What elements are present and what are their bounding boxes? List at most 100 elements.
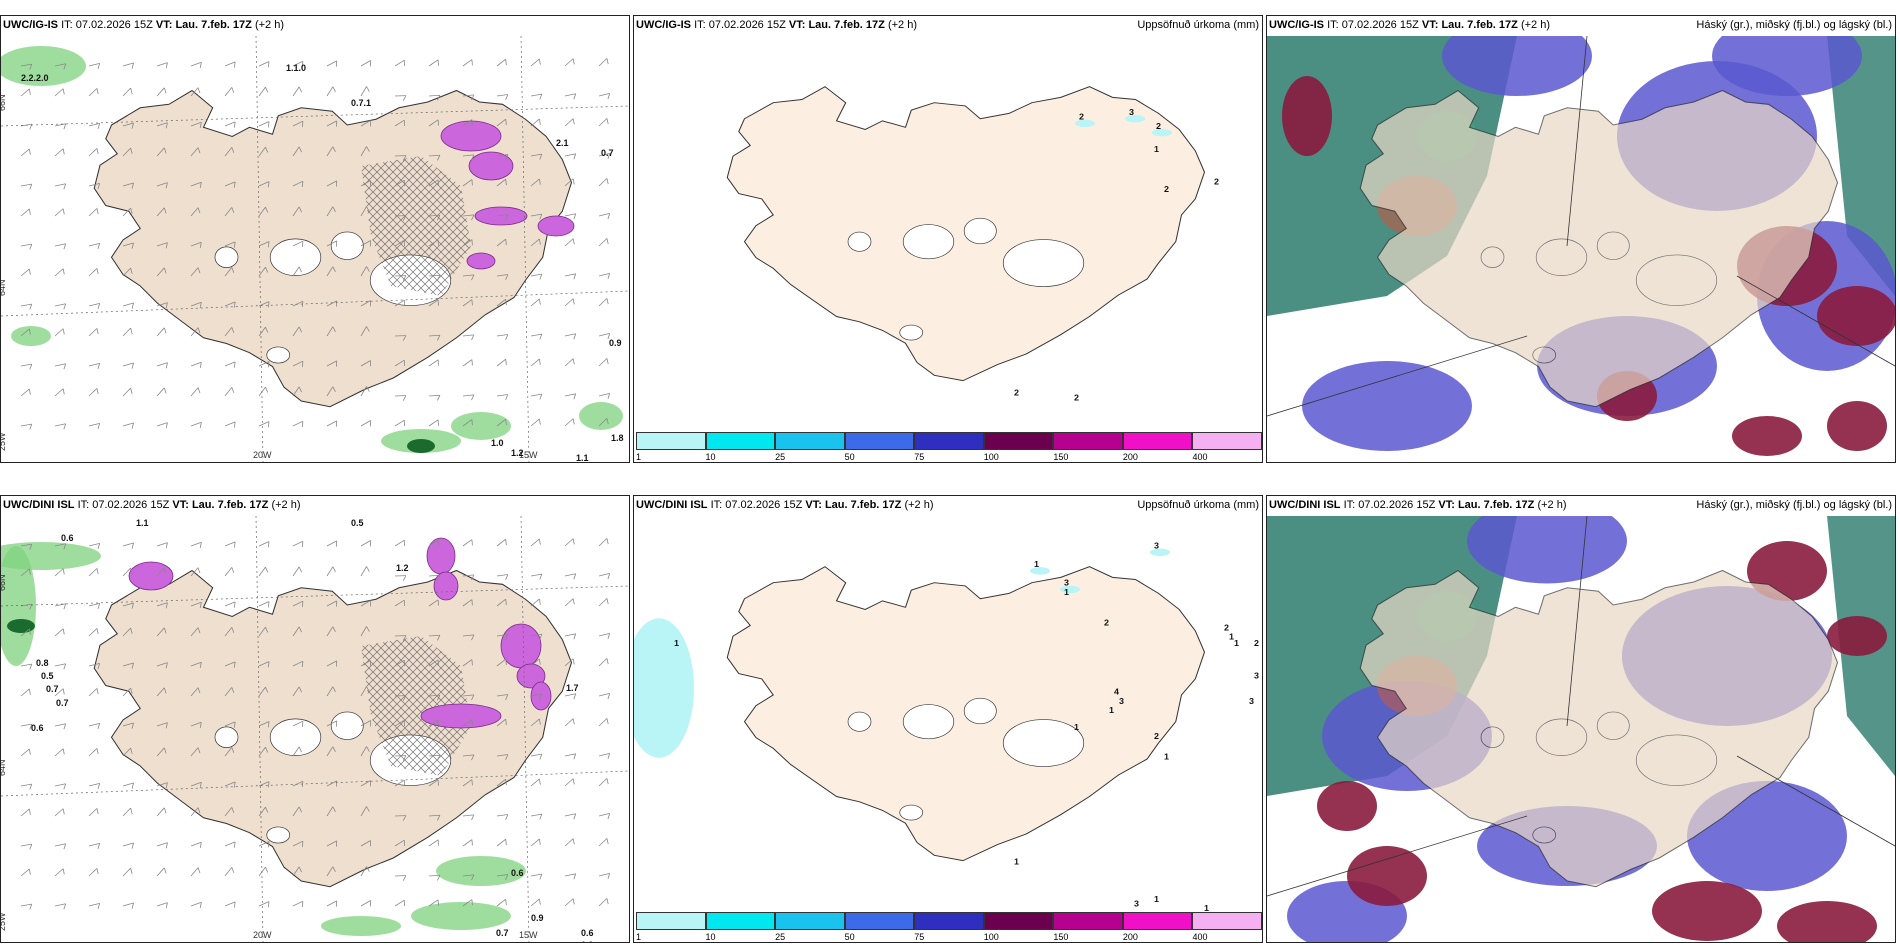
wind-value-label: 1.2 [511,448,524,458]
wind-value-label: 0.7.1 [351,98,371,108]
lon-left-label: 25W [1,912,7,931]
colorbar-swatch [914,432,984,450]
precip-value-label: 3 [1064,578,1069,588]
precip-value-label: 2 [1079,112,1084,122]
cloud-title: Háský (gr.), miðský (fj.bl.) og lágský (… [1696,19,1892,31]
precip-value-label: 2 [1154,731,1159,741]
colorbar-swatch [1122,432,1193,450]
cloud-panel-row1: UWC/IG-IS IT: 07.02.2026 15Z VT: Lau. 7.… [1266,15,1896,463]
wind-value-label: 1.2 [396,563,409,573]
colorbar-label: 100 [983,932,999,942]
wind-value-label: 1.1 [136,518,149,528]
wind-value-label: 1.8 [611,433,624,443]
colorbar-swatch [844,912,915,930]
wind-value-label: 1.1 [576,453,589,462]
wind-value-label: 0.7 [496,928,509,938]
precip-colorbar: 1 10 25 50 75 100 150 200 400 [636,432,1262,462]
wind-value-label: 0.6 [511,868,524,878]
colorbar-label: 200 [1122,452,1138,462]
precip-value-label: 1 [1154,144,1159,154]
colorbar-label: 100 [983,452,999,462]
colorbar-swatch [1192,912,1262,930]
wind-value-label: 1.1.0 [286,63,306,73]
colorbar-label: 200 [1122,932,1138,942]
wind-value-label: 0.9 [531,913,544,923]
precip-title: Uppsöfnuð úrkoma (mm) [1137,499,1259,511]
colorbar-label: 1 [636,452,642,462]
precip-value-label: 3 [1154,541,1159,551]
lon-left-label: 25W [1,432,7,451]
lat-top-label: 66N [1,574,7,591]
precip-value-label: 1 [1074,722,1079,732]
precip-value-label: 2 [1164,184,1169,194]
colorbar-swatch [914,912,984,930]
colorbar-label: 25 [775,932,786,942]
precip-value-label: 2 [1224,623,1229,633]
cloud-map [1267,516,1895,942]
colorbar-swatch [844,432,915,450]
wind-value-label: 2.1 [556,138,569,148]
precip-value-label: 1 [1014,857,1019,867]
panel-title: UWC/DINI ISL IT: 07.02.2026 15Z VT: Lau.… [636,499,934,511]
lat-mid-label: 64N [1,759,7,776]
colorbar-label: 400 [1192,452,1208,462]
colorbar-swatch [1053,912,1123,930]
wind-value-label: 1.0 [491,438,504,448]
panel-title: UWC/DINI ISL IT: 07.02.2026 15Z VT: Lau.… [3,499,301,511]
precip-value-label: 2 [1156,121,1161,131]
colorbar-label: 75 [914,452,925,462]
precip-value-label: 3 [1254,671,1259,681]
wind-value-label: 0.5 [41,671,54,681]
panel-title: UWC/DINI ISL IT: 07.02.2026 15Z VT: Lau.… [1269,499,1567,511]
wind-value-label: 0.7 [601,148,614,158]
precip-map: 232123222 [726,86,1219,403]
wind-value-label: 0.6 [581,928,594,938]
colorbar-label: 150 [1053,932,1069,942]
precip-value-label: 2 [1254,638,1259,648]
wind-value-label: 1.7 [566,683,579,693]
precip-value-label: 3 [1134,899,1139,909]
panel-title: UWC/IG-IS IT: 07.02.2026 15Z VT: Lau. 7.… [1269,19,1550,31]
precip-value-label: 3 [1129,107,1134,117]
precip-title: Uppsöfnuð úrkoma (mm) [1137,19,1259,31]
precip-value-label: 1 [1109,705,1114,715]
wind-value-label: 1.0 [581,940,594,942]
wind-map: 66N 64N 25W 20W 15W 0.6 1.1 0.5 0.8 0.5 0.7 0.7 0.6 1… [1,516,629,942]
colorbar-swatch [636,912,706,930]
colorbar-swatch [1122,912,1193,930]
wind-value-label: 0.7 [46,684,59,694]
precip-value-label: 1 [674,638,679,648]
precip-colorbar: 1 10 25 50 75 100 150 200 400 [636,912,1262,942]
wind-value-label: 0.6 [31,723,44,733]
lat-top-label: 66N [1,94,7,111]
precip-panel-row1: UWC/IG-IS IT: 07.02.2026 15Z VT: Lau. 7.… [633,15,1263,463]
panel-title: UWC/IG-IS IT: 07.02.2026 15Z VT: Lau. 7.… [3,19,284,31]
lon-15-label: 15W [519,930,538,940]
wind-value-label: 0.7 [56,698,69,708]
cloud-panel-row2: UWC/DINI ISL IT: 07.02.2026 15Z VT: Lau.… [1266,495,1896,943]
colorbar-label: 1 [636,932,642,942]
colorbar-label: 10 [705,452,716,462]
colorbar-label: 10 [705,932,716,942]
precip-value-label: 1 [1154,894,1159,904]
precip-value-label: 1 [1164,752,1169,762]
wind-panel-row2: UWC/DINI ISL IT: 07.02.2026 15Z VT: Lau.… [0,495,630,943]
precip-panel-row2: UWC/DINI ISL IT: 07.02.2026 15Z VT: Lau.… [633,495,1263,943]
wind-value-label: 0.9 [609,338,622,348]
precip-value-label: 3 [1249,696,1254,706]
precip-value-label: 1 [1064,587,1069,597]
colorbar-swatch [636,432,706,450]
colorbar-label: 25 [775,452,786,462]
precip-value-label: 1 [1229,632,1234,642]
precip-value-label: 2 [1214,177,1219,187]
wind-panel-row1: UWC/IG-IS IT: 07.02.2026 15Z VT: Lau. 7.… [0,15,630,463]
cloud-title: Háský (gr.), miðský (fj.bl.) og lágský (… [1696,499,1892,511]
colorbar-label: 75 [914,932,925,942]
cloud-map [1267,36,1895,462]
panel-title: UWC/IG-IS IT: 07.02.2026 15Z VT: Lau. 7.… [636,19,917,31]
colorbar-swatch [1192,432,1262,450]
colorbar-label: 50 [844,932,855,942]
precip-value-label: 2 [1074,393,1079,403]
precip-value-label: 2 [1104,618,1109,628]
wind-value-label: 0.5 [351,518,364,528]
